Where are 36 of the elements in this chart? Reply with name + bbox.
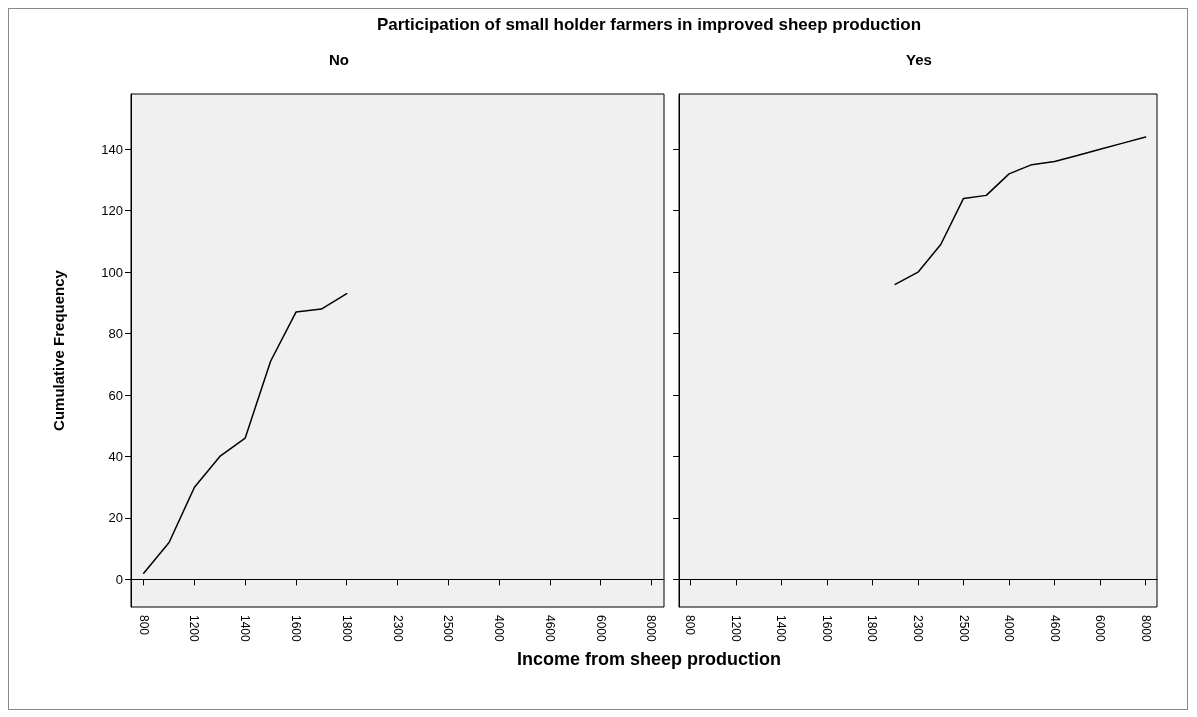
x-tick-label: 2300: [911, 615, 925, 643]
y-tick-label: 40: [108, 448, 123, 464]
x-tick-label: 2500: [441, 615, 456, 643]
x-tick-label: 1400: [774, 615, 789, 643]
x-tick-label: 1200: [728, 615, 743, 643]
x-tick-label: 2500: [956, 615, 971, 643]
chart-title: Participation of small holder farmers in improved sheep production: [375, 15, 923, 35]
y-tick-label: 0: [115, 571, 123, 587]
x-tick-label: 8000: [1138, 615, 1153, 643]
x-axis-title: Income from sheep production: [516, 649, 782, 670]
x-tick-label: 4000: [492, 615, 507, 643]
x-tick-label: 4600: [542, 615, 557, 643]
x-tick-label: 4000: [1002, 615, 1017, 643]
x-tick-label: 800: [683, 615, 698, 636]
y-tick-label: 140: [101, 141, 123, 157]
x-tick-label: 6000: [593, 615, 608, 643]
y-tick-label: 80: [108, 326, 123, 342]
x-tick-label: 1800: [339, 615, 354, 643]
chart-subtitle: Yes: [906, 51, 932, 68]
chart-subtitle: No: [329, 51, 349, 68]
y-tick-label: 20: [108, 510, 123, 526]
x-tick-label: 1600: [288, 615, 303, 643]
x-tick-label: 1200: [187, 615, 202, 643]
x-tick-label: 8000: [644, 615, 659, 643]
x-tick-label: 4600: [1047, 615, 1062, 643]
x-tick-label: 2300: [390, 615, 405, 643]
x-tick-label: 1600: [819, 615, 834, 643]
x-tick-label: 800: [136, 615, 151, 636]
x-tick-label: 6000: [1093, 615, 1108, 643]
y-axis-title: Cumulative Frequency: [50, 269, 67, 431]
y-tick-label: 120: [101, 203, 123, 219]
y-tick-label: 60: [108, 387, 123, 403]
x-tick-label: 1800: [865, 615, 880, 643]
x-tick-label: 1400: [238, 615, 253, 643]
y-tick-label: 100: [101, 264, 123, 280]
line-series: [142, 292, 348, 574]
